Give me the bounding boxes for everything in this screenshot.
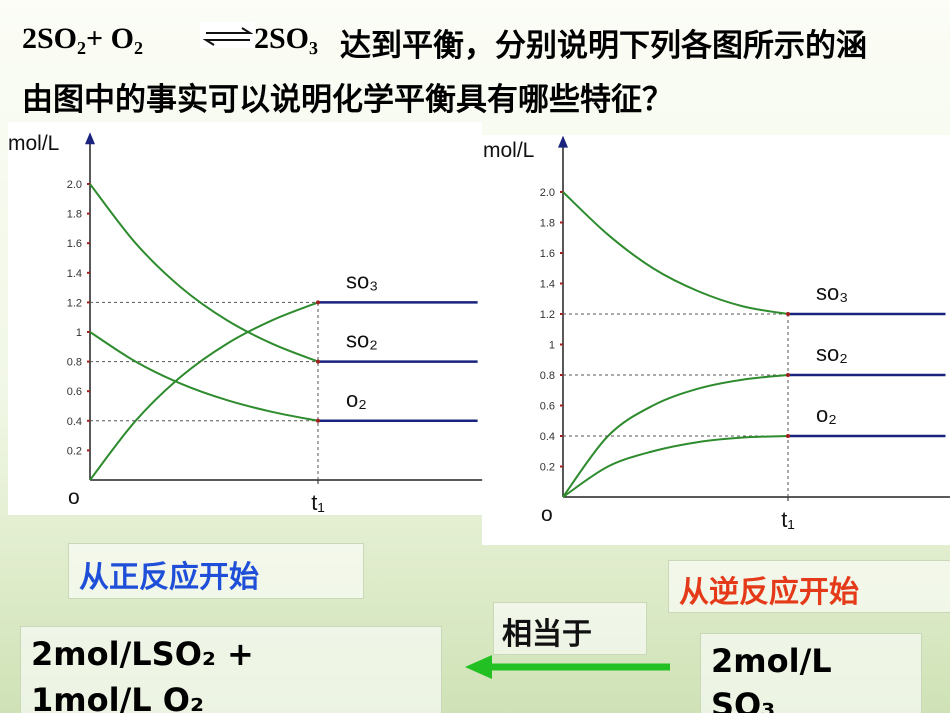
series-line (562, 191, 789, 315)
y-tick-label: 0.2 (540, 462, 555, 474)
series-line (562, 435, 789, 498)
series-label: so₃ (346, 268, 378, 293)
point (316, 300, 320, 305)
caption-box: 从正反应开始 (68, 543, 364, 599)
y-tick-label: 2.0 (540, 187, 555, 199)
series-line (89, 331, 319, 422)
text-box: 2mol/LSO₂ + 1mol/L O₂ (20, 626, 442, 713)
line-chart: mol/L o 0.2 0.4 0.6 0.8 1 1.2 1.4 1.6 1.8 2.0 t₁ so₃ s… (483, 135, 950, 532)
series-line (89, 183, 319, 363)
y-tick-label: 1.4 (67, 268, 82, 280)
x-tick-label: t₁ (311, 490, 325, 515)
series-label: so₂ (816, 341, 848, 366)
origin-label: o (68, 486, 80, 509)
y-tick-label: 0.8 (540, 370, 555, 382)
y-tick-label: 0.6 (67, 386, 82, 398)
y-tick-label: 1.6 (67, 238, 82, 250)
chart-panel (482, 135, 950, 545)
point (786, 312, 790, 316)
y-axis-label: mol/L (8, 132, 59, 155)
y-tick-label: 1.2 (67, 297, 82, 309)
caption-box: 从逆反应开始 (668, 560, 950, 613)
axis-arrow (85, 132, 95, 145)
formula: 2SO₂+ O₂ (22, 22, 143, 55)
y-tick-label: 0.4 (67, 416, 82, 428)
point (786, 373, 790, 377)
series-line (89, 301, 319, 481)
series-line (562, 374, 789, 498)
caption-box: 相当于 (493, 602, 647, 655)
text-line: 2mol/LSO₂ + (31, 635, 254, 673)
caption: 相当于 (502, 617, 592, 652)
text-box: 2mol/L SO₃ (700, 633, 922, 713)
text-line: 1mol/L O₂ (31, 681, 204, 713)
formula: 2SO₃ (254, 22, 319, 55)
y-axis-label: mol/L (483, 139, 534, 162)
series-label: so₃ (816, 280, 848, 305)
y-tick-label: 1.4 (540, 279, 555, 291)
y-tick-label: 1.2 (540, 309, 555, 321)
y-tick-label: 0.4 (540, 431, 555, 443)
header-text: 达到平衡，分别说明下列各图所示的涵 (340, 28, 867, 64)
text-line: 2mol/L (711, 642, 832, 680)
y-tick-label: 1.8 (540, 218, 555, 230)
arrow (465, 655, 670, 679)
y-tick-label: 1 (549, 340, 555, 352)
series-label: so₂ (346, 328, 378, 353)
caption: 从正反应开始 (79, 560, 259, 595)
text-line: SO₃ (711, 686, 776, 713)
y-tick-label: 0.2 (67, 445, 82, 457)
series-label: o₂ (816, 402, 837, 427)
equilibrium-arrow (200, 22, 255, 48)
point (786, 434, 790, 438)
question: 由图中的事实可以说明化学平衡具有哪些特征？ (22, 82, 673, 118)
point (316, 418, 320, 423)
caption: 从逆反应开始 (679, 575, 859, 610)
y-tick-label: 2.0 (67, 179, 82, 191)
y-tick-label: 0.6 (540, 401, 555, 413)
origin-label: o (541, 503, 553, 526)
x-tick-label: t₁ (781, 507, 795, 532)
point (316, 359, 320, 364)
y-tick-label: 1.6 (540, 248, 555, 260)
line-chart: mol/L o 0.2 0.4 0.6 0.8 1 1.2 1.4 1.6 1.8 2.0 t₁ so₃ s… (8, 132, 483, 515)
series-label: o₂ (346, 387, 367, 412)
y-tick-label: 0.8 (67, 357, 82, 369)
y-tick-label: 1.8 (67, 209, 82, 221)
y-tick-label: 1 (76, 327, 82, 339)
axis-arrow (558, 135, 568, 148)
